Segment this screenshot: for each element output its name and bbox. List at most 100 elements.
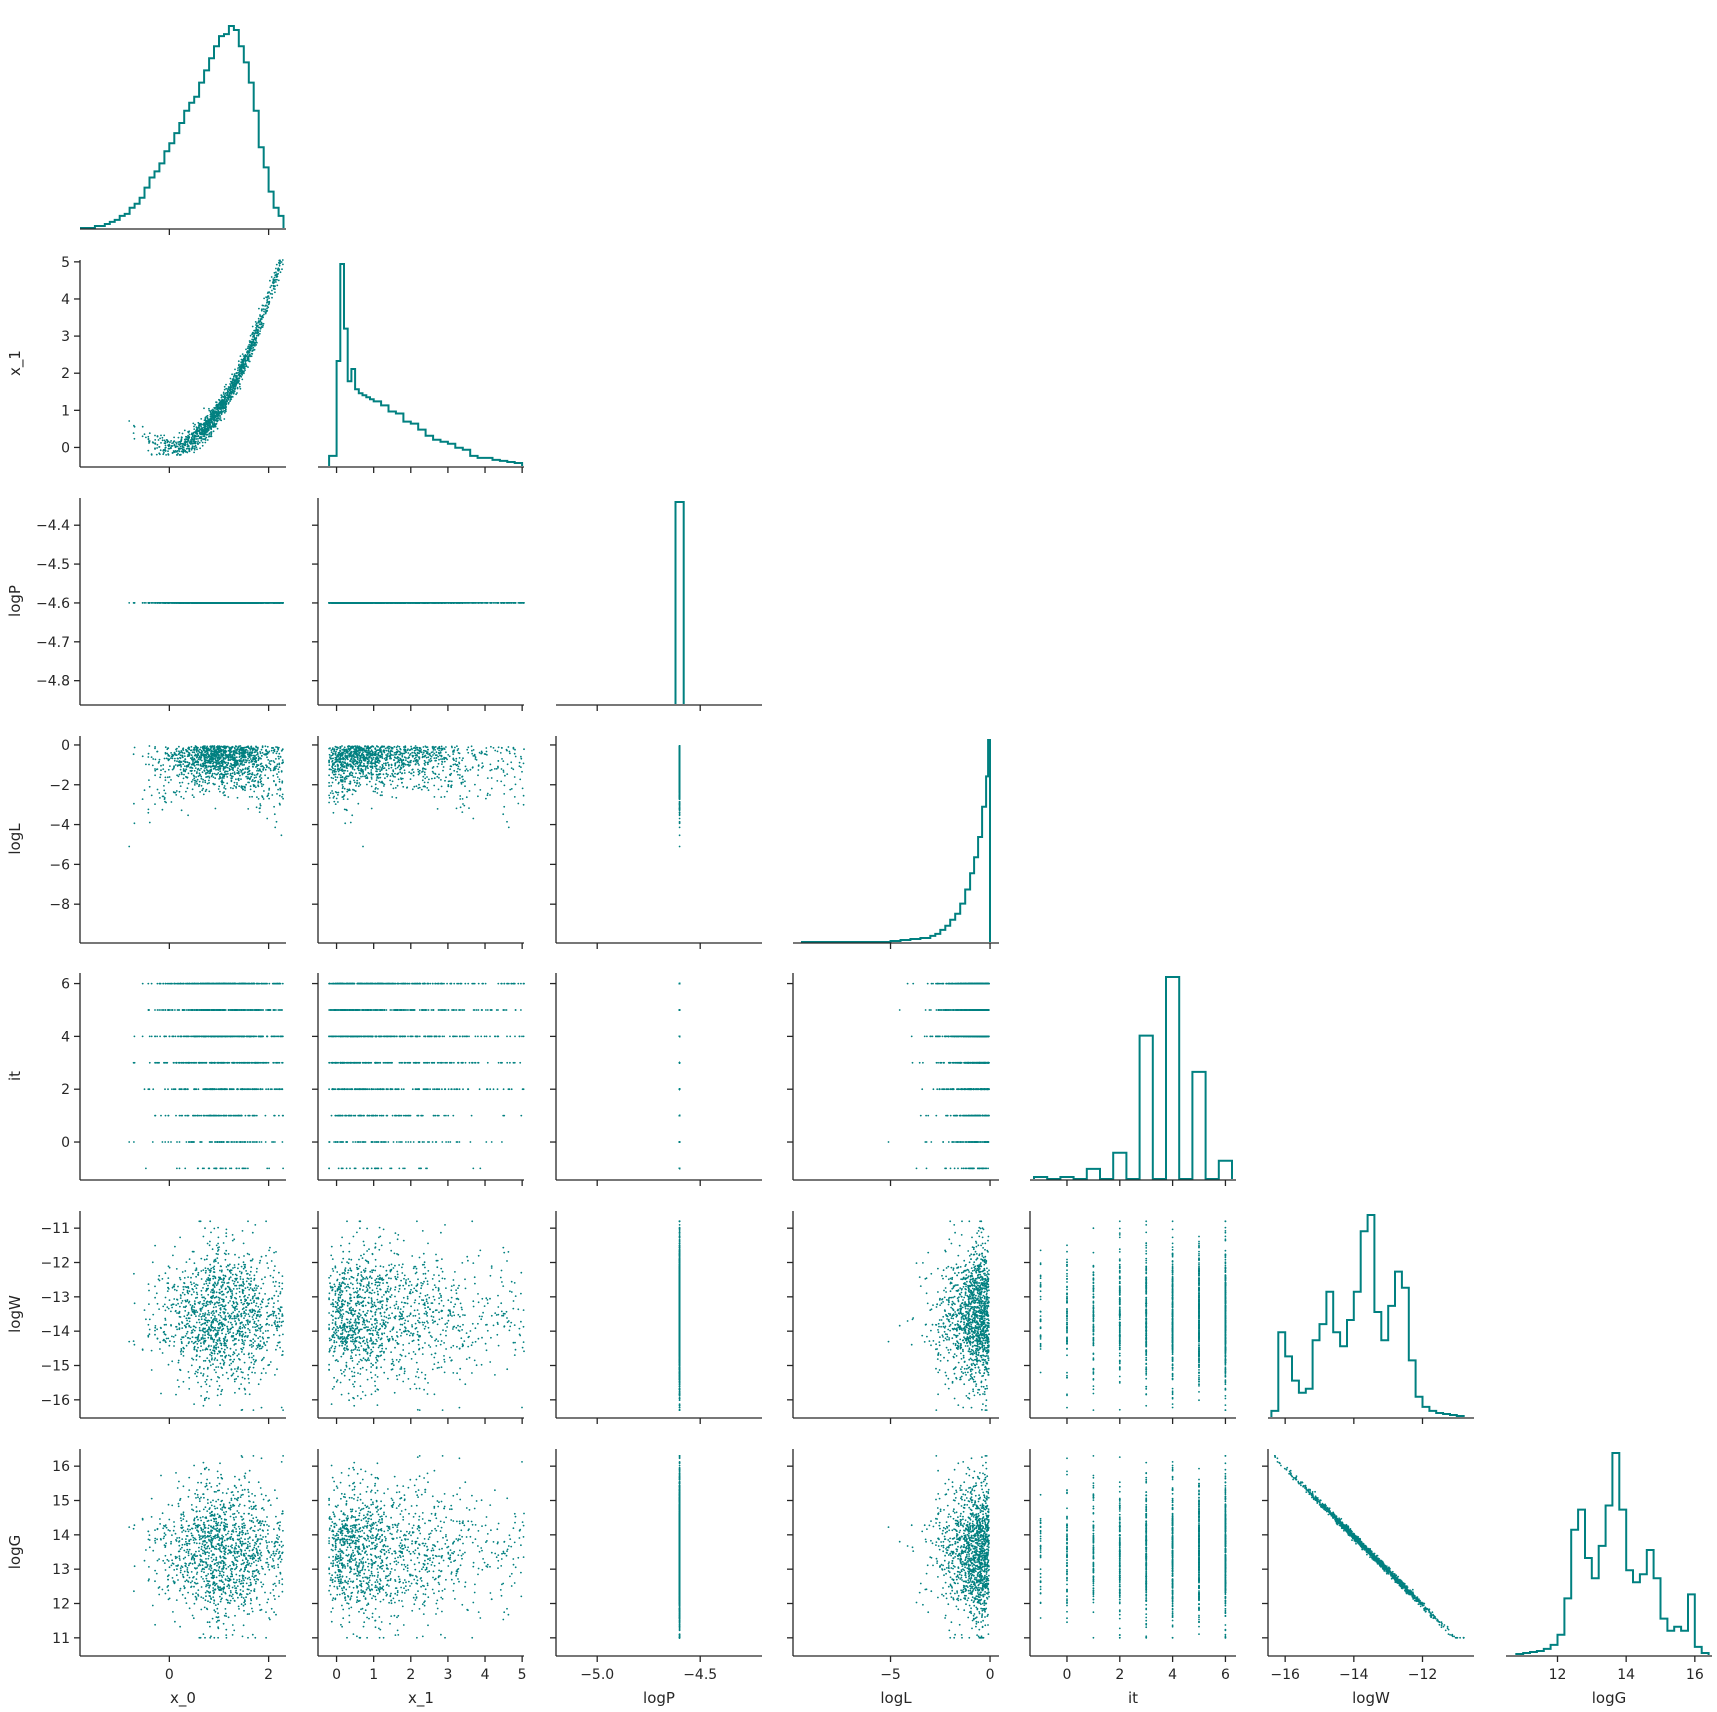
scatter-point <box>188 433 191 436</box>
scatter-point <box>269 286 272 289</box>
scatter-point <box>183 443 185 446</box>
scatter-point <box>238 753 241 756</box>
scatter-point <box>280 261 283 263</box>
scatter-point <box>202 762 205 765</box>
scatter-point <box>224 770 227 773</box>
scatter-point <box>169 441 171 444</box>
scatter-point <box>226 766 229 769</box>
scatter-logP-x_1 <box>328 602 525 604</box>
scatter-point <box>457 602 459 604</box>
scatter-point <box>133 425 136 428</box>
scatter-point <box>494 602 497 604</box>
scatter-point <box>242 785 244 788</box>
scatter-point <box>220 400 223 403</box>
scatter-point <box>180 438 183 440</box>
scatter-point <box>414 602 417 604</box>
scatter-point <box>233 373 236 375</box>
scatter-point <box>141 755 144 758</box>
scatter-point <box>193 425 195 428</box>
scatter-point <box>154 758 157 761</box>
scatter-point <box>198 441 201 444</box>
scatter-point <box>164 751 167 754</box>
y-tick-label: −4.4 <box>36 518 70 534</box>
scatter-point <box>388 602 391 604</box>
scatter-point <box>357 602 360 604</box>
scatter-point <box>255 339 257 342</box>
scatter-point <box>200 784 203 787</box>
scatter-point <box>259 314 261 316</box>
scatter-point <box>281 602 284 604</box>
scatter-point <box>248 355 251 357</box>
panel-x_1-vs-x_1 <box>318 263 524 473</box>
scatter-point <box>261 326 264 328</box>
scatter-point <box>383 602 385 604</box>
scatter-point <box>158 792 161 794</box>
scatter-point <box>190 780 193 783</box>
scatter-point <box>263 310 265 313</box>
scatter-point <box>259 327 262 330</box>
scatter-point <box>230 386 233 389</box>
scatter-point <box>497 602 500 604</box>
scatter-point <box>235 756 238 759</box>
scatter-point <box>277 272 279 275</box>
scatter-point <box>281 780 284 783</box>
scatter-point <box>366 602 369 604</box>
scatter-point <box>222 792 225 794</box>
scatter-point <box>181 432 184 435</box>
scatter-point <box>206 745 209 748</box>
scatter-point <box>213 421 216 423</box>
scatter-point <box>226 782 229 785</box>
scatter-point <box>260 783 263 785</box>
scatter-point <box>148 785 151 788</box>
scatter-point <box>164 602 167 604</box>
scatter-point <box>445 602 447 604</box>
scatter-point <box>266 817 269 820</box>
scatter-point <box>256 325 258 327</box>
scatter-point <box>154 439 157 441</box>
scatter-point <box>190 745 193 748</box>
scatter-point <box>247 757 249 760</box>
scatter-point <box>278 766 281 768</box>
y-tick-label: −4.7 <box>36 635 70 651</box>
scatter-point <box>148 441 151 443</box>
scatter-point <box>200 439 203 442</box>
scatter-point <box>273 278 275 281</box>
scatter-point <box>275 278 277 281</box>
scatter-point <box>150 602 153 604</box>
scatter-point <box>200 418 203 420</box>
scatter-point <box>133 437 136 440</box>
scatter-point <box>259 323 261 326</box>
scatter-point <box>248 360 251 363</box>
scatter-point <box>244 789 246 792</box>
scatter-point <box>232 775 234 778</box>
scatter-point <box>235 778 237 781</box>
scatter-point <box>204 779 207 782</box>
scatter-point <box>219 405 221 408</box>
scatter-point <box>262 304 265 307</box>
histogram-x_1 <box>328 263 524 466</box>
scatter-point <box>154 434 156 437</box>
y-tick-label: −4.5 <box>36 557 70 573</box>
scatter-point <box>224 788 227 790</box>
scatter-point <box>247 350 250 353</box>
scatter-point <box>237 767 239 770</box>
scatter-point <box>145 763 147 766</box>
scatter-point <box>225 383 227 386</box>
panel-logP-vs-logP <box>556 501 762 711</box>
scatter-point <box>191 794 194 796</box>
scatter-point <box>188 762 191 764</box>
scatter-point <box>219 790 221 793</box>
scatter-point <box>269 292 272 295</box>
scatter-point <box>197 758 200 761</box>
scatter-point <box>180 450 183 453</box>
scatter-point <box>224 403 227 405</box>
scatter-point <box>192 432 195 435</box>
scatter-point <box>373 602 375 604</box>
scatter-point <box>239 355 242 357</box>
scatter-point <box>189 443 192 445</box>
scatter-point <box>275 820 278 823</box>
scatter-point <box>183 773 185 776</box>
scatter-point <box>431 602 434 604</box>
scatter-point <box>271 794 274 796</box>
scatter-point <box>264 745 267 748</box>
